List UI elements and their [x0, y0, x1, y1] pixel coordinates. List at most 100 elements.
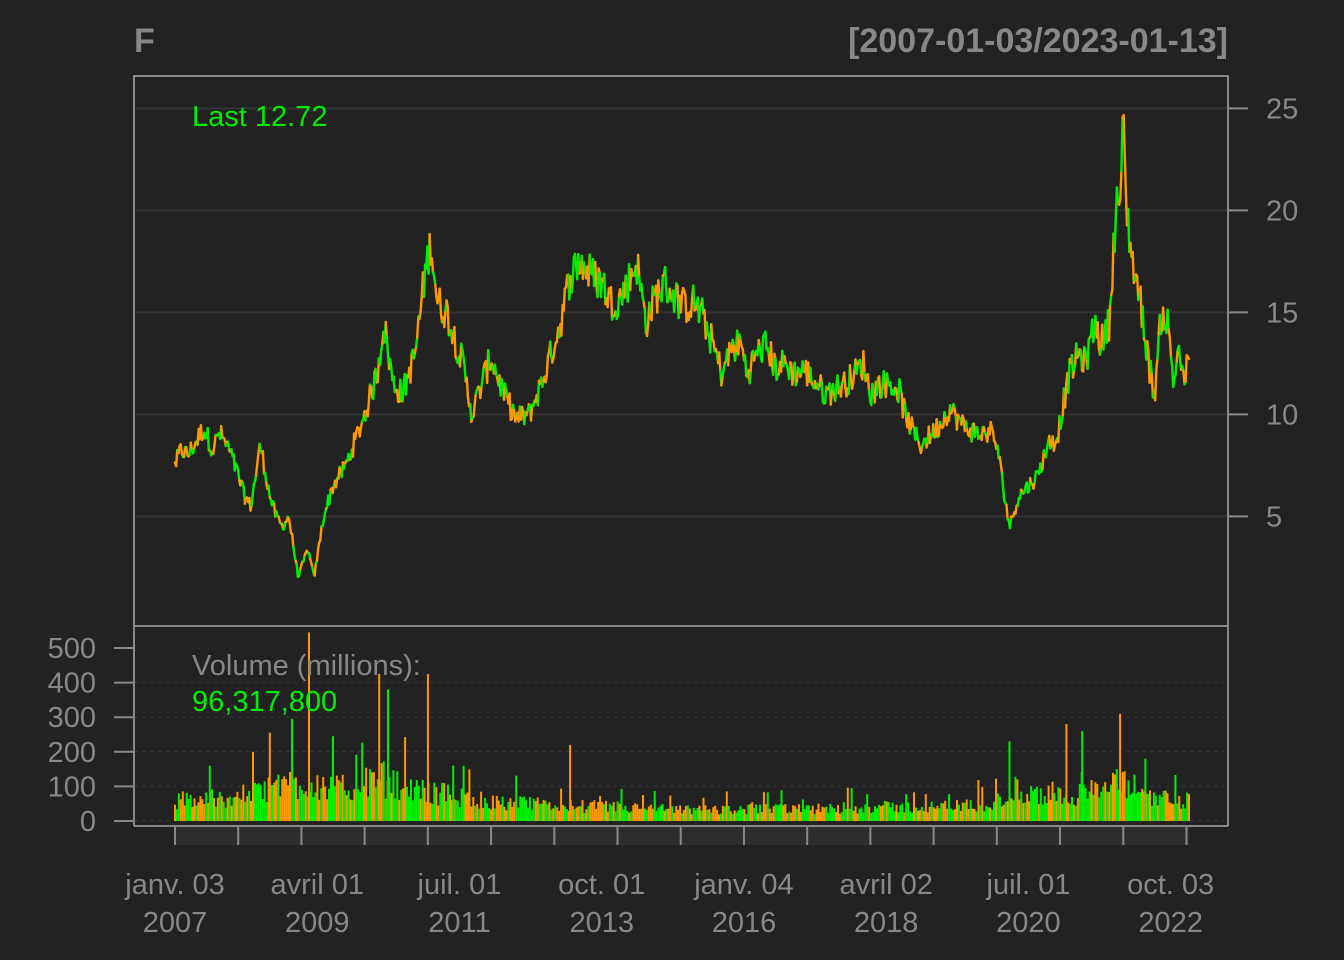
price-segment: [991, 430, 996, 442]
x-tick-label-year: 2018: [854, 907, 919, 939]
x-tick-label-top: oct. 01: [558, 869, 645, 901]
price-segment: [451, 333, 455, 345]
price-segment: [820, 381, 824, 403]
price-segment: [862, 350, 866, 375]
price-segment: [660, 274, 664, 303]
price-segment: [843, 371, 847, 390]
price-segment: [236, 468, 241, 482]
price-segment: [1186, 355, 1191, 361]
price-tick-label: 20: [1266, 195, 1298, 227]
volume-value: 96,317,800: [192, 686, 337, 718]
volume-tick-label: 100: [48, 771, 96, 803]
price-segment: [1086, 338, 1090, 370]
price-segment: [718, 351, 722, 372]
price-segment: [1119, 170, 1123, 201]
price-segment: [315, 547, 320, 562]
x-tick-label-year: 2007: [143, 907, 208, 939]
price-segment: [549, 340, 553, 358]
price-segment: [331, 484, 336, 495]
price-segment: [839, 382, 844, 398]
price-segment: [1122, 113, 1127, 158]
price-segment: [288, 523, 293, 535]
price-segment: [964, 420, 969, 431]
price-segment: [624, 274, 628, 296]
price-segment: [213, 433, 217, 447]
price-segment: [179, 443, 184, 454]
price-segment: [462, 355, 466, 367]
price-segment: [493, 363, 498, 376]
price-segment: [1001, 486, 1006, 502]
price-segment: [1107, 303, 1112, 342]
price-segment: [251, 482, 256, 497]
price-segment: [1171, 378, 1176, 389]
price-segment: [430, 257, 435, 274]
price-segment: [791, 372, 795, 386]
price-segment: [1141, 305, 1146, 340]
price-segment: [473, 392, 477, 406]
price-segment: [1168, 336, 1173, 359]
price-segment: [422, 263, 427, 298]
x-tick-label-year: 2013: [569, 907, 634, 939]
x-tick-label-top: oct. 03: [1127, 869, 1214, 901]
price-segment: [1084, 348, 1088, 362]
price-segment: [769, 341, 774, 368]
price-segment: [508, 392, 512, 422]
price-segment: [935, 418, 939, 439]
x-tick-label-top: avril 02: [839, 869, 933, 901]
price-segment: [801, 360, 805, 373]
price-segment: [749, 351, 754, 373]
price-segment: [1005, 503, 1009, 521]
price-segment: [374, 367, 378, 384]
chart-title: F: [134, 22, 155, 60]
price-segment: [570, 281, 574, 294]
price-segment: [932, 423, 936, 439]
price-segment: [256, 452, 260, 466]
x-tick-label-year: 2011: [428, 907, 490, 939]
price-segment: [366, 401, 370, 418]
price-segment: [665, 288, 669, 304]
price-segment: [182, 445, 187, 459]
price-segment: [199, 424, 204, 441]
price-segment: [915, 426, 919, 440]
price-segment: [1131, 250, 1136, 285]
price-segment: [1102, 334, 1106, 351]
price-segment: [416, 315, 420, 339]
price-segment: [594, 260, 598, 287]
price-segment: [328, 488, 332, 506]
price-segment: [880, 386, 884, 399]
price-segment: [1081, 346, 1086, 373]
price-segment: [819, 374, 823, 384]
price-segment: [1079, 349, 1084, 372]
price-segment: [697, 305, 702, 324]
volume-tick-label: 200: [48, 737, 96, 769]
price-segment: [663, 266, 668, 291]
price-segment: [996, 444, 1000, 460]
price-tick-label: 5: [1266, 501, 1282, 533]
price-segment: [1071, 369, 1076, 379]
price-segment: [766, 346, 770, 357]
price-segment: [354, 429, 358, 440]
price-segment: [545, 355, 550, 377]
x-tick-label-top: janv. 04: [693, 869, 793, 901]
price-segment: [392, 375, 396, 394]
price-segment: [848, 364, 853, 381]
price-segment: [640, 282, 644, 299]
x-tick-label-year: 2016: [712, 907, 777, 939]
price-segment: [999, 462, 1004, 475]
price-segment: [385, 335, 390, 355]
price-segment: [1123, 155, 1128, 195]
price-segment: [1115, 186, 1120, 204]
price-segment: [1175, 348, 1179, 363]
price-segment: [910, 416, 915, 428]
x-tick-label-top: juil. 01: [986, 869, 1071, 901]
price-segment: [453, 325, 457, 359]
price-segment: [573, 252, 578, 267]
price-axis: 5 10 15 20 25: [1228, 93, 1298, 533]
volume-tick-label: 300: [48, 702, 96, 734]
price-segment: [1156, 333, 1160, 360]
price-segment: [206, 426, 211, 452]
price-segment: [834, 383, 838, 402]
price-segment: [409, 352, 413, 384]
